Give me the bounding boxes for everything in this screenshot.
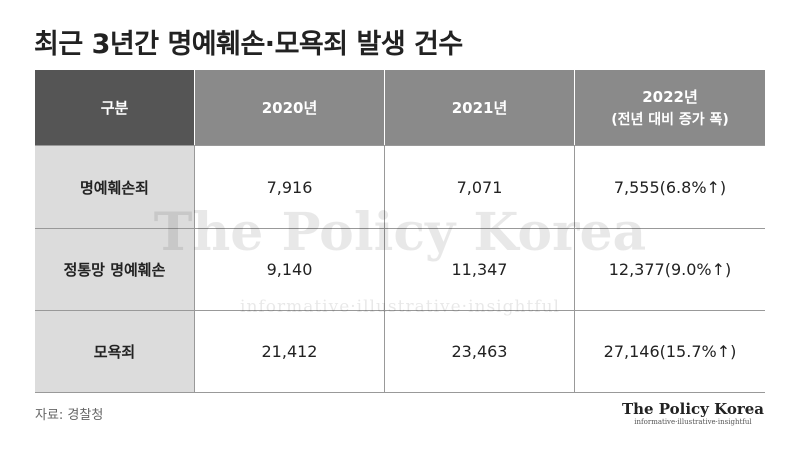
header-text: 2020년: [261, 99, 318, 117]
logo: The Policy Korea informative·illustrativ…: [622, 400, 764, 426]
table-cell: 27,146(15.7%↑): [575, 310, 765, 392]
table-cell: 7,071: [385, 145, 575, 228]
logo-tagline: informative·illustrative·insightful: [634, 418, 752, 426]
header-cell: 2021년: [385, 70, 575, 145]
header-cell: 2020년: [195, 70, 385, 145]
header-text: 2022년: [642, 88, 698, 106]
table-cell: 7,916: [195, 145, 385, 228]
table-cell: 23,463: [385, 310, 575, 392]
header-note: (전년 대비 증가 폭): [611, 112, 729, 128]
table-cell: 9,140: [195, 228, 385, 310]
header-text: 2021년: [451, 99, 508, 117]
table-cell: 21,412: [195, 310, 385, 392]
table-cell: 7,555(6.8%↑): [575, 145, 765, 228]
row-header: 모욕죄: [35, 310, 195, 392]
header-text: 구분: [100, 99, 129, 117]
title: 최근 3년간 명예훼손·모욕죄 발생 건수: [34, 29, 463, 60]
header-cell: 2022년 (전년 대비 증가 폭): [575, 70, 765, 145]
header-cell: 구분: [35, 70, 195, 145]
row-header: 정통망 명예훼손: [35, 228, 195, 310]
table-cell: 11,347: [385, 228, 575, 310]
logo-name: The Policy Korea: [621, 400, 764, 418]
table-cell: 12,377(9.0%↑): [575, 228, 765, 310]
source: 자료: 경찰청: [35, 408, 104, 423]
table: 구분 2020년 2021년 2022년 (전년 대비 증가 폭) 명예훼손죄 7,916 7…: [35, 70, 765, 393]
row-header: 명예훼손죄: [35, 145, 195, 228]
